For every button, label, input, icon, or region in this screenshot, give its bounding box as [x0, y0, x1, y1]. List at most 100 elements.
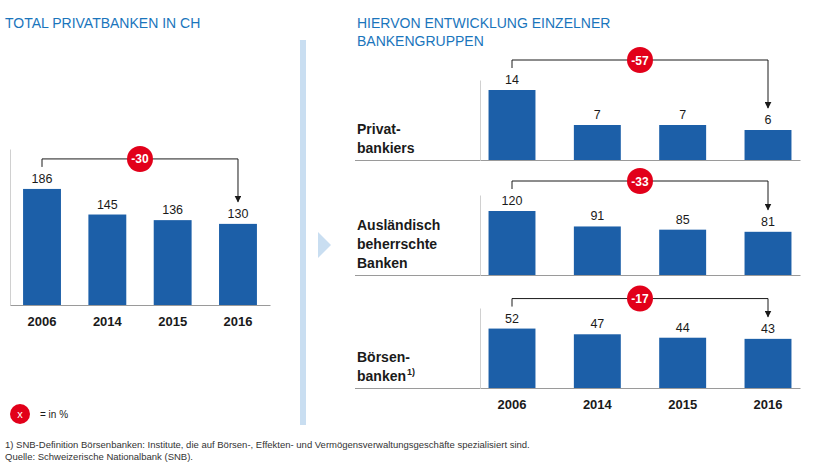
x-tick-label: 2016 [224, 314, 253, 329]
x-tick-label: 2006 [498, 397, 527, 412]
change-label: -30 [131, 152, 149, 166]
change-label: -57 [631, 54, 649, 68]
change-label: -33 [631, 175, 649, 189]
x-axis [481, 275, 801, 276]
bar [745, 232, 792, 275]
bars [489, 329, 792, 388]
group-label: Börsen-banken1) [357, 349, 415, 384]
legend-symbol: x [17, 408, 23, 420]
change-label: -17 [631, 292, 649, 306]
group-label-line: banken [357, 368, 406, 384]
bar [659, 230, 706, 275]
data-label: 186 [32, 172, 53, 186]
x-tick-label: 2015 [158, 314, 187, 329]
x-tick-label: 2015 [668, 397, 697, 412]
legend-badge [10, 404, 30, 424]
divider [300, 40, 306, 425]
data-label: 85 [676, 213, 690, 227]
bar [574, 125, 621, 160]
bar [88, 215, 126, 305]
x-tick: 2016 [754, 388, 783, 412]
x-tick: 2014 [583, 388, 613, 412]
data-label: 52 [505, 312, 519, 326]
change-badge [627, 47, 653, 73]
change-badge [627, 168, 653, 194]
y-axis-line [480, 196, 481, 276]
y-axis [10, 150, 11, 306]
bar [659, 125, 706, 160]
data-label: 6 [765, 113, 772, 127]
data-label: 145 [97, 198, 118, 212]
x-tick: 2014 [93, 305, 123, 329]
bar [154, 220, 192, 305]
panel-title: HIERVON ENTWICKLUNG EINZELNER BANKENGRUPP… [357, 15, 610, 49]
bar-chart: 2006 2014 2015 2016 186 145 136 130 -30 [11, 146, 271, 329]
x-tick-label: 2014 [583, 397, 613, 412]
bars [489, 90, 792, 160]
data-label: 81 [761, 215, 775, 229]
group-label-line: Börsen- [357, 349, 410, 365]
divider-arrow [318, 232, 331, 258]
x-tick: 2015 [158, 305, 187, 329]
x-tick: 2015 [668, 388, 697, 412]
group-label: Privat-bankiers [357, 121, 415, 156]
group-label-line: Privat- [357, 121, 401, 137]
data-label: 47 [590, 317, 604, 331]
bars [23, 189, 257, 305]
bar [489, 211, 536, 275]
group-label-line: bankiers [357, 140, 415, 156]
x-axis-line [481, 275, 801, 276]
data-label: 7 [594, 108, 601, 122]
x-tick: 2016 [224, 305, 253, 329]
x-tick: 2006 [498, 388, 527, 412]
data-label: 130 [228, 207, 249, 221]
x-tick-label: 2006 [28, 314, 57, 329]
bar [489, 90, 536, 160]
bar [745, 339, 792, 388]
x-tick-label: 2016 [754, 397, 783, 412]
panel-title-line: HIERVON ENTWICKLUNG EINZELNER [357, 15, 610, 31]
group-label-line: Banken [357, 255, 408, 271]
bar [574, 226, 621, 275]
footnote: Quelle: Schweizerische Nationalbank (SNB… [5, 451, 193, 462]
y-axis [480, 196, 481, 276]
data-label: 44 [676, 321, 690, 335]
y-axis [480, 81, 481, 161]
panel-title-line: BANKENGRUPPEN [357, 33, 484, 49]
change-badge [127, 146, 153, 172]
x-tick-label: 2014 [93, 314, 123, 329]
data-label: 120 [502, 194, 523, 208]
bar-chart: 120 91 85 81 AusländischbeherrschteBanken -33 [355, 168, 801, 276]
y-axis-line [10, 150, 11, 306]
x-axis: 2006 2014 2015 2016 [481, 388, 801, 412]
footnote: 1) SNB-Definition Börsenbanken: Institut… [5, 439, 530, 450]
y-axis-line [480, 81, 481, 161]
bar [574, 334, 621, 388]
legend-text: = in % [40, 409, 68, 420]
data-label: 91 [590, 209, 604, 223]
label-underline [355, 388, 480, 389]
data-label: 43 [761, 322, 775, 336]
x-axis: 2006 2014 2015 2016 [11, 305, 271, 329]
data-label: 7 [679, 108, 686, 122]
bars [489, 211, 792, 275]
x-tick: 2006 [28, 305, 57, 329]
x-axis-line [481, 160, 801, 161]
bar-chart: 2006 2014 2015 2016 52 47 44 43 Börsen-banken1) -… [355, 286, 801, 413]
bar-chart: 14 7 7 6 Privat-bankiers -57 [355, 47, 801, 161]
group-label: AusländischbeherrschteBanken [357, 217, 440, 271]
x-axis [481, 160, 801, 161]
bar [23, 189, 61, 305]
chart-title: TOTAL PRIVATBANKEN IN CH [5, 15, 200, 31]
x-axis-line [11, 305, 271, 306]
change-badge [627, 286, 653, 312]
bar [659, 338, 706, 388]
bar [745, 130, 792, 160]
footnote-ref: 1) [407, 367, 415, 377]
data-label: 14 [505, 73, 519, 87]
bar [219, 224, 257, 305]
label-underline [355, 275, 480, 276]
data-label: 136 [162, 203, 183, 217]
y-axis-line [480, 309, 481, 389]
y-axis [480, 309, 481, 389]
